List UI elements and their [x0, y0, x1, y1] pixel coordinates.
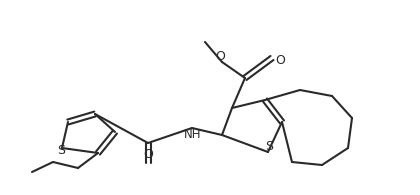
- Text: S: S: [265, 139, 273, 152]
- Text: O: O: [215, 50, 225, 63]
- Text: O: O: [143, 149, 153, 161]
- Text: NH: NH: [184, 128, 202, 141]
- Text: S: S: [57, 144, 65, 157]
- Text: O: O: [275, 53, 285, 66]
